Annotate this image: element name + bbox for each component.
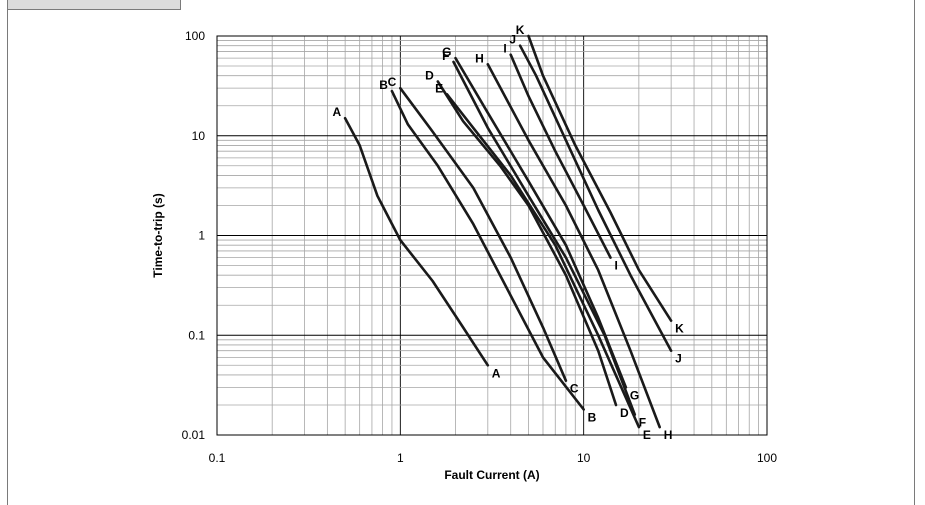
curve-label-g-bottom: G	[630, 388, 639, 402]
curve-j	[518, 44, 673, 352]
header-tab	[7, 0, 181, 10]
curve-label-h-bottom: H	[664, 428, 673, 442]
curve-label-i-top: I	[503, 42, 506, 56]
curve-label-i-bottom: I	[614, 259, 617, 273]
curve-d	[436, 80, 618, 407]
x-tick-label: 0.1	[209, 451, 226, 465]
curve-e	[445, 93, 641, 429]
trip-curves	[343, 34, 673, 429]
curve-label-c-top: C	[388, 75, 397, 89]
curve-label-f-bottom: F	[639, 416, 646, 430]
plot-frame	[216, 35, 768, 436]
y-tick-label: 0.1	[188, 328, 205, 342]
curve-label-a-bottom: A	[492, 366, 501, 380]
curve-b	[390, 89, 585, 411]
curve-label-b-bottom: B	[588, 411, 597, 425]
x-tick-label: 100	[757, 451, 777, 465]
x-axis-title: Fault Current (A)	[444, 468, 539, 482]
chart-grid	[216, 35, 768, 436]
y-axis-title: Time-to-trip (s)	[151, 193, 165, 277]
curve-label-k-top: K	[516, 23, 525, 37]
y-tick-label: 0.01	[182, 428, 206, 442]
curve-label-e-top: E	[435, 81, 443, 95]
curve-label-e-bottom: E	[643, 428, 651, 442]
curve-k	[527, 34, 673, 322]
y-tick-label: 10	[192, 129, 206, 143]
x-tick-label: 10	[577, 451, 591, 465]
y-tick-labels: 0.01 0.1 1 10 100	[182, 29, 206, 442]
window-right-border	[914, 0, 915, 505]
curve-label-k-bottom: K	[675, 322, 684, 336]
curve-label-b-top: B	[379, 78, 388, 92]
curve-c	[399, 86, 568, 382]
x-tick-label: 1	[397, 451, 404, 465]
curve-g	[454, 56, 628, 389]
curve-label-d-top: D	[425, 68, 434, 82]
curve-h	[486, 63, 661, 429]
curve-label-j-bottom: J	[675, 352, 682, 366]
y-tick-label: 1	[198, 229, 205, 243]
curve-label-g-top: G	[442, 45, 451, 59]
curve-label-c-bottom: C	[570, 382, 579, 396]
x-tick-labels: 0.1 1 10 100	[209, 451, 778, 465]
curve-label-f-top: F	[442, 49, 449, 63]
curve-label-j-top: J	[509, 33, 516, 47]
curve-label-h-top: H	[475, 51, 484, 65]
curve-a	[343, 116, 490, 367]
y-tick-label: 100	[185, 29, 205, 43]
window-left-border	[7, 0, 8, 505]
curve-label-a-top: A	[332, 105, 341, 119]
curve-i	[509, 53, 612, 259]
curve-label-d-bottom: D	[620, 406, 629, 420]
